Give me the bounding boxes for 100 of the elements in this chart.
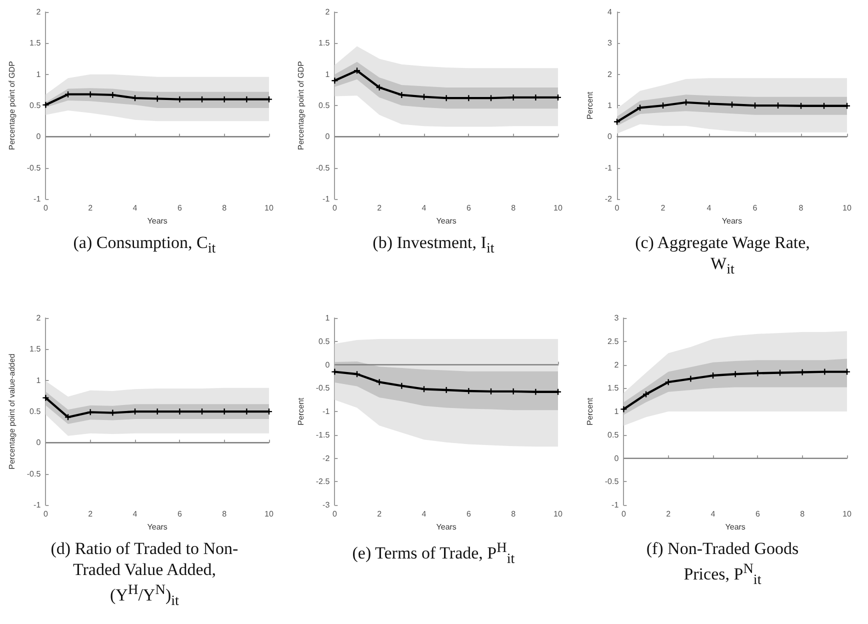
y-tick-label: 2 <box>614 360 620 370</box>
x-tick-label: 2 <box>88 204 94 213</box>
y-tick-label: 1 <box>325 314 330 322</box>
y-tick-label: 3 <box>608 38 613 48</box>
text: (b) Investment, I$_{it}$ <box>372 232 496 258</box>
y-tick-label: 1.5 <box>608 384 620 393</box>
y-tick-label: -1.5 <box>316 430 330 440</box>
y-tick-label: -1 <box>604 163 613 172</box>
y-tick-label: 4 <box>608 8 613 16</box>
y-tick-label: 2 <box>325 8 330 16</box>
y-tick-label: 0 <box>614 454 620 463</box>
x-tick-label: 4 <box>706 204 712 213</box>
y-tick-label: 1 <box>36 376 42 385</box>
y-tick-label: 1 <box>325 70 330 79</box>
y-tick-label: 0.5 <box>608 430 620 440</box>
x-tick-label: 6 <box>466 204 472 213</box>
x-tick-label: 2 <box>377 204 382 213</box>
y-tick-label: -0.5 <box>316 163 330 172</box>
x-axis-title: Years <box>722 216 742 226</box>
x-axis-title: Years <box>725 522 746 532</box>
x-tick-label: 2 <box>377 510 382 519</box>
x-tick-label: 10 <box>842 204 852 213</box>
y-tick-label: 1 <box>36 70 42 79</box>
y-tick-label: -2 <box>322 454 330 463</box>
point <box>620 406 627 412</box>
x-tick-label: 10 <box>842 510 852 519</box>
y-tick-label: 0 <box>36 438 42 448</box>
y-tick-label: -1 <box>34 194 42 204</box>
x-tick-label: 10 <box>264 204 274 213</box>
y-tick-label: 1.5 <box>30 38 42 48</box>
y-axis-title: Percent <box>586 396 594 426</box>
x-axis-title: Years <box>436 522 456 532</box>
y-tick-label: -1 <box>322 407 330 416</box>
y-tick-label: -1 <box>34 500 42 510</box>
x-tick-label: 6 <box>177 510 182 519</box>
x-tick-label: 8 <box>798 204 804 213</box>
y-tick-label: -2 <box>604 194 613 204</box>
y-tick-label: 0 <box>608 132 613 142</box>
point <box>332 78 338 84</box>
x-tick-label: 2 <box>660 204 666 213</box>
x-tick-label: 0 <box>43 204 48 213</box>
x-tick-label: 10 <box>554 510 563 519</box>
point <box>376 84 382 90</box>
text: (d) Ratio of Traded to Non-Traded Value Added, (Y$^{H}$/Y$^{N}$)$_{it}$ <box>50 538 240 612</box>
x-tick-label: 8 <box>222 204 228 213</box>
y-tick-label: -1 <box>612 500 620 510</box>
y-axis-title: Percentage point of GDP <box>8 61 16 150</box>
y-tick-label: 3 <box>614 314 620 322</box>
x-tick-label: 0 <box>621 510 626 519</box>
x-tick-label: 8 <box>511 204 516 213</box>
x-tick-label: 8 <box>222 510 228 519</box>
y-tick-label: 2.5 <box>608 336 620 346</box>
y-tick-label: -0.5 <box>26 163 42 172</box>
y-tick-label: 2 <box>36 314 42 322</box>
x-tick-label: 0 <box>43 510 48 519</box>
point <box>42 394 49 401</box>
point <box>65 414 72 420</box>
x-tick-label: 4 <box>710 510 716 519</box>
point <box>614 118 620 125</box>
y-tick-label: 2 <box>36 8 42 16</box>
point <box>398 92 405 98</box>
point <box>643 391 650 398</box>
y-tick-label: 2 <box>608 70 613 79</box>
y-tick-label: -3 <box>322 500 330 510</box>
y-tick-label: 0 <box>36 132 42 142</box>
point <box>42 102 49 108</box>
x-tick-label: 4 <box>132 204 138 213</box>
y-axis-title: Percentage point of value-added <box>8 354 16 470</box>
x-tick-label: 8 <box>800 510 806 519</box>
x-tick-label: 4 <box>422 510 427 519</box>
y-tick-label: -2.5 <box>316 477 330 486</box>
x-tick-label: 4 <box>422 204 427 213</box>
y-tick-label: 0 <box>325 132 330 142</box>
y-tick-label: 1 <box>608 101 613 110</box>
y-tick-label: 1.5 <box>318 38 330 48</box>
y-tick-label: 0.5 <box>30 407 42 416</box>
y-tick-label: 0 <box>325 360 330 370</box>
y-tick-label: -0.5 <box>316 384 330 393</box>
y-tick-label: 1 <box>614 407 620 416</box>
x-tick-label: 6 <box>177 204 182 213</box>
x-axis-title: Years <box>147 216 168 226</box>
y-tick-label: 0.5 <box>318 101 330 110</box>
x-axis-title: Years <box>436 216 456 226</box>
y-tick-label: -0.5 <box>26 469 42 478</box>
x-tick-label: 10 <box>264 510 274 519</box>
x-tick-label: 8 <box>511 510 516 519</box>
y-tick-label: 0.5 <box>318 336 330 346</box>
y-tick-label: -0.5 <box>604 477 620 486</box>
y-tick-label: 1.5 <box>30 344 42 354</box>
point <box>665 379 672 386</box>
x-axis-title: Years <box>147 522 168 532</box>
text: (c) Aggregate Wage Rate, W$_{it}$ <box>634 232 811 280</box>
x-tick-label: 6 <box>466 510 472 519</box>
y-axis-title: Percent <box>296 396 306 426</box>
x-tick-label: 2 <box>88 510 94 519</box>
x-tick-label: 10 <box>554 204 563 213</box>
y-axis-title: Percent <box>586 90 594 120</box>
x-tick-label: 0 <box>332 204 338 213</box>
point <box>398 382 405 389</box>
x-tick-label: 4 <box>132 510 138 519</box>
